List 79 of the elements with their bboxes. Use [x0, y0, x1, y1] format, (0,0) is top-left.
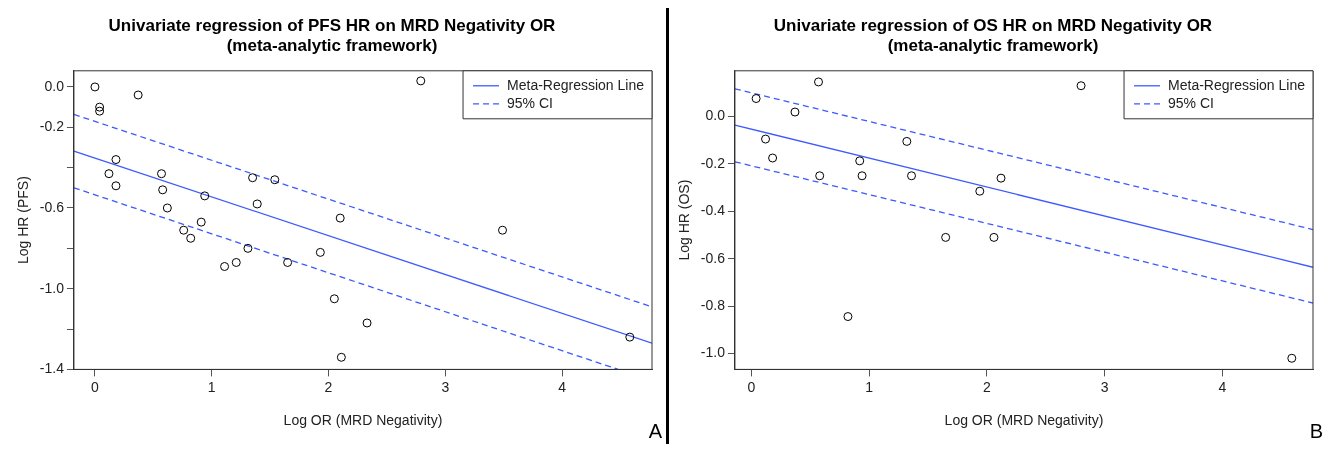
- point: [111, 155, 121, 165]
- x-tick-label: 1: [207, 378, 216, 395]
- point: [1076, 81, 1086, 91]
- x-tick-label: 3: [441, 378, 450, 395]
- point: [220, 262, 230, 271]
- y-tick-label: 0.0: [44, 77, 65, 94]
- y-tick-label: -0.2: [39, 118, 65, 135]
- point: [104, 169, 114, 179]
- point: [162, 203, 172, 213]
- point: [989, 232, 999, 242]
- legend-label: 95% CI: [1168, 94, 1214, 111]
- point: [815, 171, 825, 181]
- point: [315, 247, 325, 257]
- point: [196, 217, 206, 227]
- y-tick-label: -0.6: [39, 198, 65, 215]
- point: [231, 257, 241, 267]
- point: [111, 181, 121, 191]
- point: [498, 225, 508, 235]
- point: [790, 107, 800, 117]
- point: [768, 153, 778, 163]
- x-tick-label: 2: [324, 378, 333, 395]
- point: [814, 77, 824, 87]
- point: [90, 82, 100, 92]
- point: [200, 191, 210, 201]
- y-tick-label: -0.6: [700, 249, 726, 266]
- chart-title: Univariate regression of OS HR on MRD Negativity OR (meta-analytic framework): [773, 15, 1213, 56]
- point: [843, 312, 853, 322]
- y-tick-label: -1.4: [39, 360, 65, 377]
- point: [761, 134, 771, 144]
- point: [941, 232, 951, 242]
- point: [902, 136, 912, 146]
- y-axis-title: Log HR (PFS): [15, 176, 32, 265]
- point: [158, 185, 168, 195]
- y-tick-label: -1.0: [39, 279, 65, 296]
- point: [362, 318, 372, 328]
- point: [186, 233, 196, 243]
- text: A: [648, 419, 663, 442]
- point: [907, 171, 917, 181]
- point: [95, 106, 105, 116]
- point: [625, 332, 635, 342]
- point: [95, 102, 105, 112]
- point: [329, 294, 339, 304]
- point: [270, 175, 280, 185]
- legend-label: Meta-Regression Line: [1168, 76, 1306, 93]
- point: [857, 171, 867, 181]
- legend-label: 95% CI: [507, 94, 553, 111]
- x-tick-label: 2: [982, 378, 991, 395]
- x-tick-label: 4: [558, 378, 567, 395]
- point: [157, 169, 167, 179]
- point: [243, 243, 253, 253]
- point: [996, 173, 1006, 183]
- point: [1287, 353, 1297, 363]
- point: [133, 90, 143, 100]
- y-tick-label: 0.0: [705, 107, 726, 124]
- point: [336, 352, 346, 362]
- point: [416, 76, 426, 86]
- point: [975, 186, 985, 196]
- x-tick-label: 3: [1100, 378, 1109, 395]
- x-tick-label: 4: [1218, 378, 1227, 395]
- point: [283, 257, 293, 267]
- y-tick-label: -0.4: [700, 202, 726, 219]
- y-tick-label: -1.0: [700, 344, 726, 361]
- x-axis-title: Log OR (MRD Negativity): [283, 412, 443, 429]
- y-tick-label: -0.8: [700, 296, 726, 313]
- point: [248, 173, 258, 183]
- point: [252, 199, 262, 209]
- legend-label: Meta-Regression Line: [507, 76, 645, 93]
- point: [335, 213, 345, 223]
- y-axis-title: Log HR (OS): [676, 179, 693, 261]
- x-tick-label: 0: [91, 378, 100, 395]
- x-tick-label: 0: [747, 378, 756, 395]
- point: [179, 225, 189, 235]
- x-axis-title: Log OR (MRD Negativity): [944, 412, 1104, 429]
- text: B: [1309, 419, 1323, 442]
- y-tick-label: -0.2: [700, 154, 726, 171]
- point: [855, 156, 865, 166]
- chart-title: Univariate regression of PFS HR on MRD Negativity OR (meta-analytic framework): [108, 15, 556, 56]
- point: [751, 94, 761, 104]
- x-tick-label: 1: [865, 378, 874, 395]
